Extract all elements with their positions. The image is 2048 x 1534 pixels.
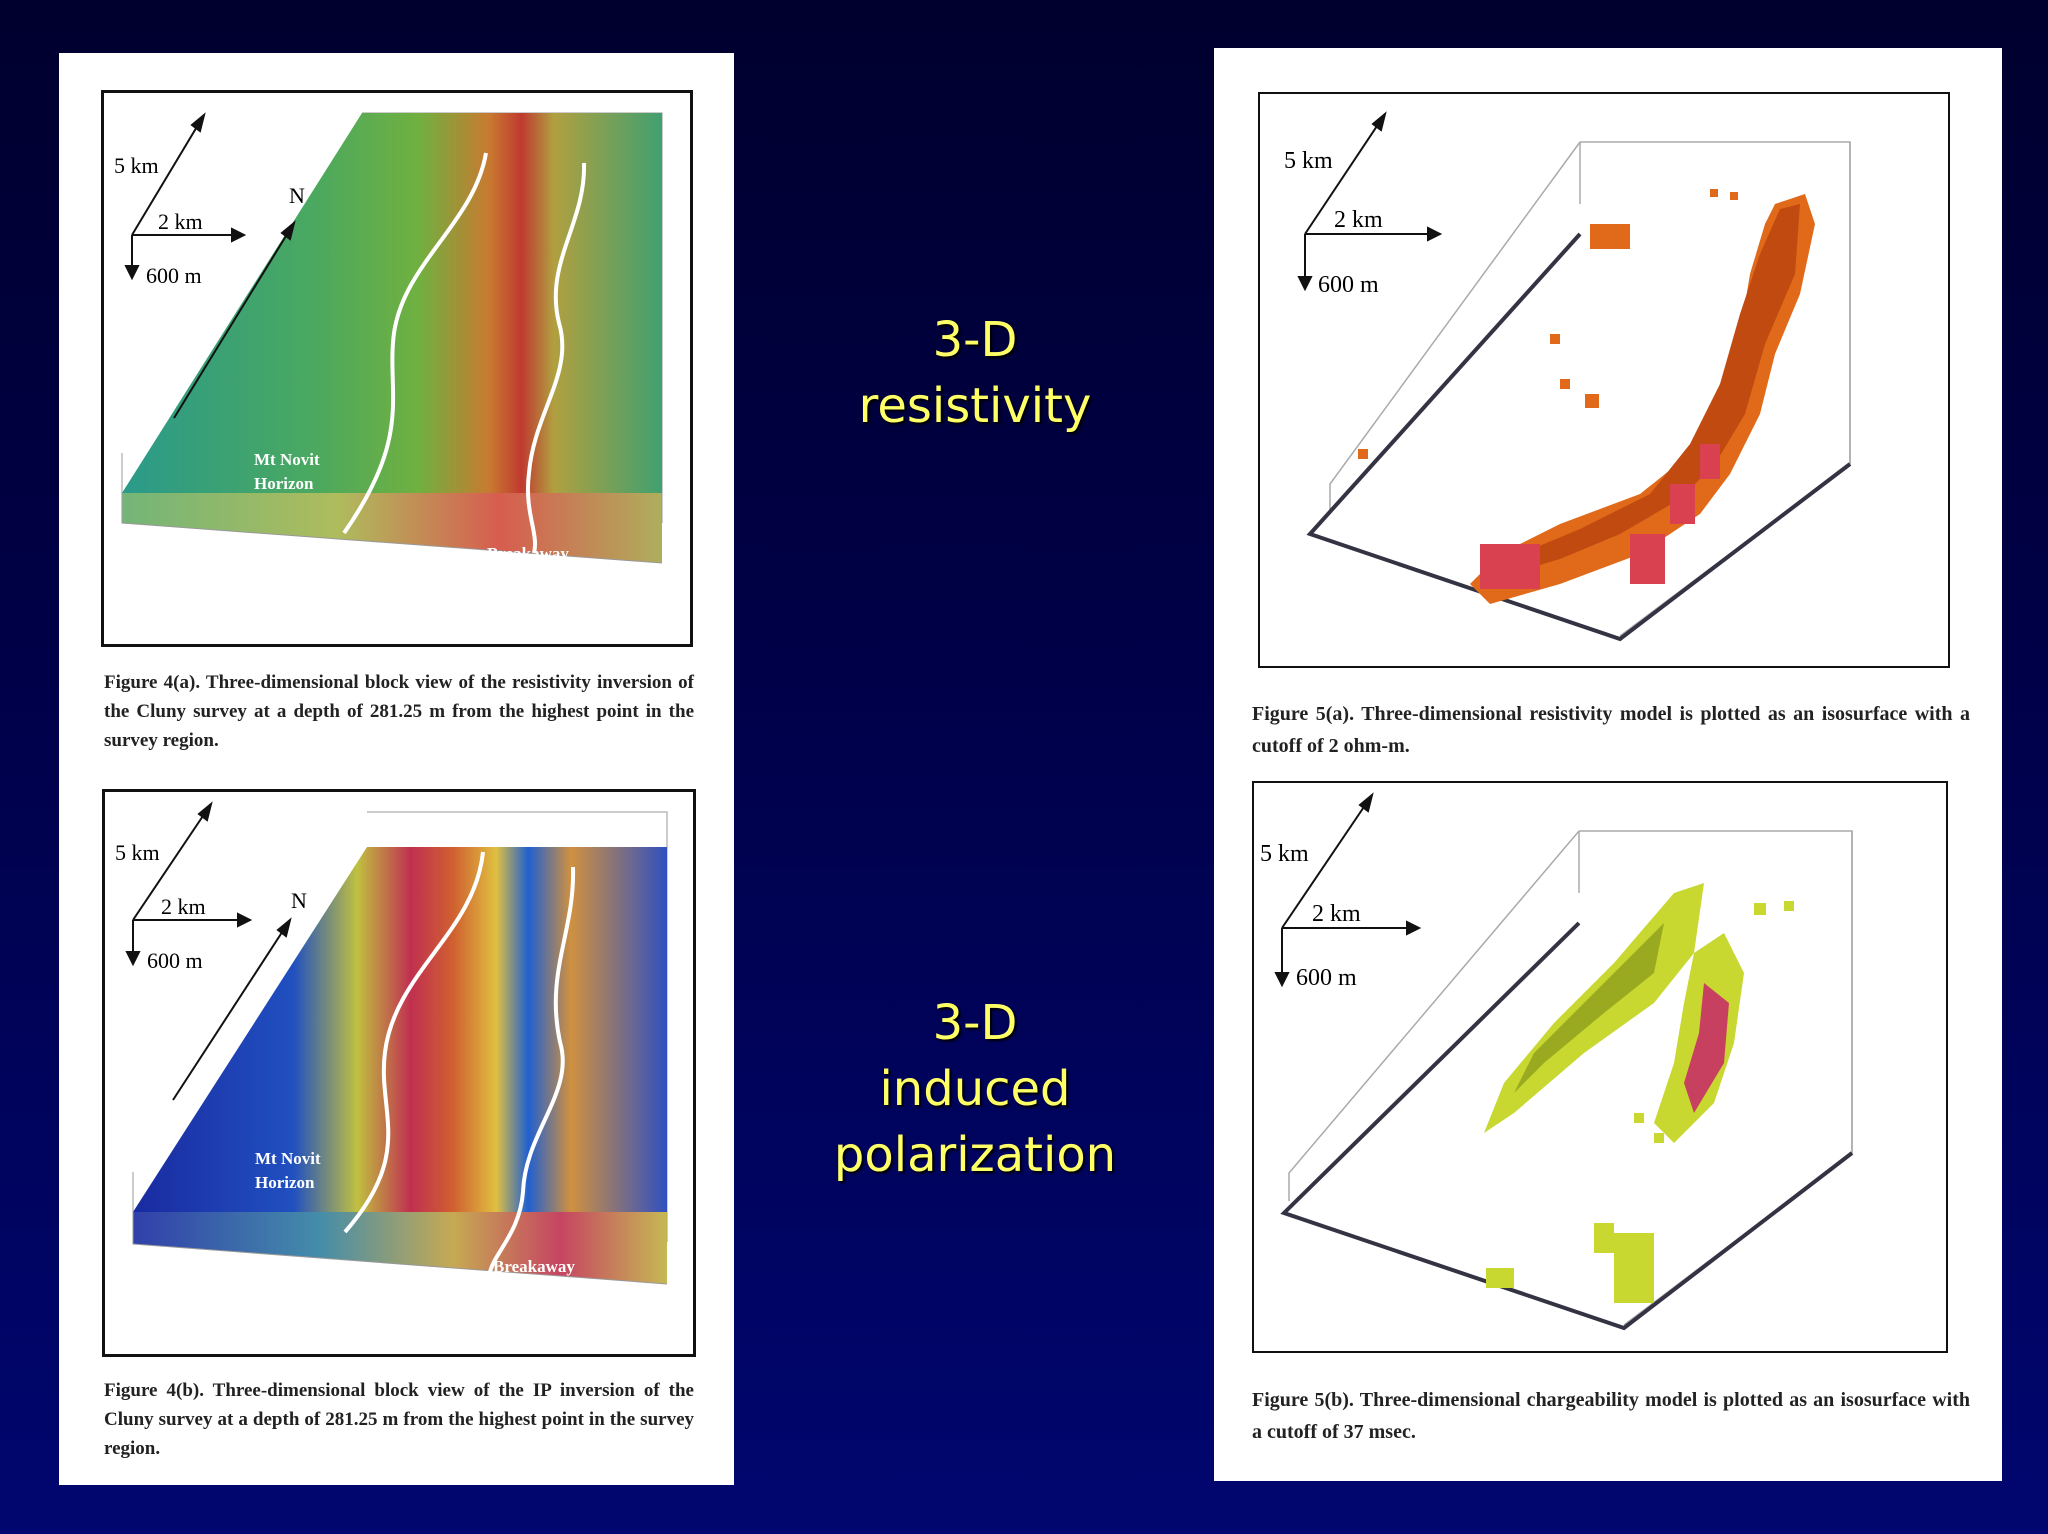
x-axis-label: 2 km [161,894,206,919]
right-figure-panel: 5 km 2 km 600 m Figure 5(a). Three-dimen… [1214,48,2002,1481]
horizon-label-2: Horizon [255,1173,315,1192]
y-axis-label: 600 m [1318,272,1379,298]
chargeability-isosurface [1484,883,1794,1303]
shale-label-1: Breakaway [493,1257,575,1276]
resistivity-label-line-2: resistivity [858,378,1092,434]
left-figure-panel: 5 km 2 km 600 m N Mt Novit Horizon Break… [59,53,734,1485]
x-axis-label: 2 km [1334,207,1383,233]
ip-label-line-1: 3-D [932,995,1018,1051]
resistivity-isosurface [1358,189,1815,604]
north-label: N [291,888,307,913]
ip-label-line-3: polarization [833,1127,1117,1183]
figure-5a-image: 5 km 2 km 600 m [1258,92,1950,668]
x-axis-label: 2 km [158,209,203,234]
figure-5b-isosurface: 5 km 2 km 600 m [1260,792,1854,1331]
figure-4a-caption: Figure 4(a). Three-dimensional block vie… [104,672,694,751]
figure-4b-image: 5 km 2 km 600 m N Mt Novit Horizon Break… [102,789,696,1357]
top-surface [122,113,662,493]
ip-label-line-2: induced [879,1061,1071,1117]
figure-4b-block-view: 5 km 2 km 600 m N Mt Novit Horizon Break… [115,801,668,1300]
figure-5b-caption: Figure 5(b). Three-dimensional chargeabi… [1252,1389,1970,1443]
y-axis-label: 600 m [1296,965,1357,991]
mt-novit-horizon-line [342,152,488,535]
figure-5a-isosurface: 5 km 2 km 600 m [1284,111,1852,642]
horizon-label-1: Mt Novit [254,450,320,469]
north-label: N [289,183,305,208]
horizon-label-2: Horizon [254,474,314,493]
figure-4b-caption: Figure 4(b). Three-dimensional block vie… [104,1380,694,1459]
figure-4a-image: 5 km 2 km 600 m N Mt Novit Horizon Break… [101,90,693,647]
figure-4a-block-view: 5 km 2 km 600 m N Mt Novit Horizon Break… [114,112,663,587]
ip-label: 3-D induced polarization [800,990,1150,1188]
z-axis-label: 5 km [1284,148,1333,174]
shale-label-2: Shale [487,568,527,587]
resistivity-label-line-1: 3-D [932,312,1018,368]
top-surface [133,847,667,1212]
figure-5b-image: 5 km 2 km 600 m [1252,781,1948,1353]
y-axis-label: 600 m [147,948,203,973]
y-axis-label: 600 m [146,263,202,288]
shale-label-2: Shale [493,1281,533,1300]
figure-5a-caption: Figure 5(a). Three-dimensional resistivi… [1252,703,1970,757]
breakaway-shale-line [526,162,587,554]
resistivity-label: 3-D resistivity [800,307,1150,439]
horizon-label-1: Mt Novit [255,1149,321,1168]
mt-novit-horizon-line [343,851,485,1234]
z-axis-label: 5 km [115,840,160,865]
z-axis-label: 5 km [114,153,159,178]
breakaway-shale-line [488,866,576,1273]
z-axis-label: 5 km [1260,841,1309,867]
x-axis-label: 2 km [1312,901,1361,927]
shale-label-1: Breakaway [487,544,569,563]
